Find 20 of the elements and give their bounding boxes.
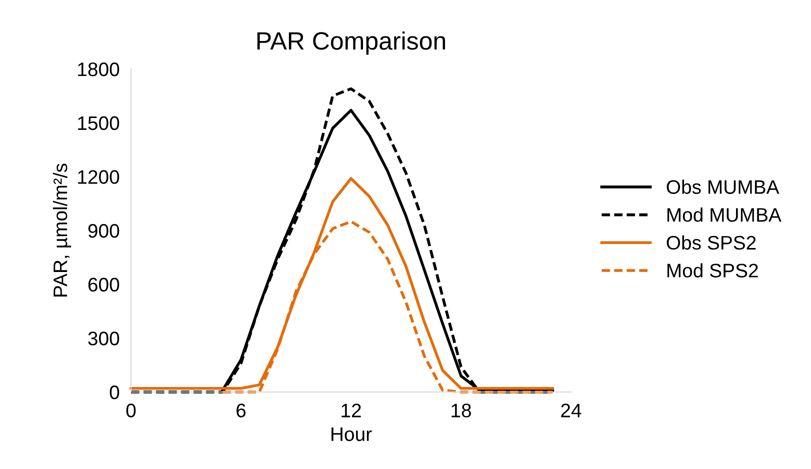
y-tick-label: 900 bbox=[88, 224, 120, 238]
legend-label: Mod MUMBA bbox=[667, 208, 782, 222]
legend-label: Mod SPS2 bbox=[667, 263, 758, 278]
y-tick-label: 300 bbox=[88, 332, 120, 346]
y-tick-label: 0 bbox=[110, 385, 120, 400]
x-tick-label: 12 bbox=[342, 404, 361, 418]
y-tick-label: 1200 bbox=[78, 170, 120, 184]
legend-label: Obs MUMBA bbox=[666, 180, 780, 194]
x-tick-label: 0 bbox=[126, 404, 136, 418]
x-tick-label: 6 bbox=[236, 404, 246, 418]
x-axis-title: Hour bbox=[332, 428, 372, 442]
y-tick-label: 1800 bbox=[78, 62, 120, 76]
x-tick-label: 18 bbox=[452, 404, 471, 418]
y-tick-label: 600 bbox=[88, 278, 120, 292]
x-tick-label: 24 bbox=[561, 404, 582, 418]
y-axis-title: PAR, µmol/m²/s bbox=[52, 164, 72, 296]
legend-label: Obs SPS2 bbox=[666, 235, 756, 250]
y-tick-label: 1500 bbox=[78, 116, 120, 130]
chart-title: PAR Comparison bbox=[257, 31, 446, 55]
line-series bbox=[130, 177, 554, 390]
